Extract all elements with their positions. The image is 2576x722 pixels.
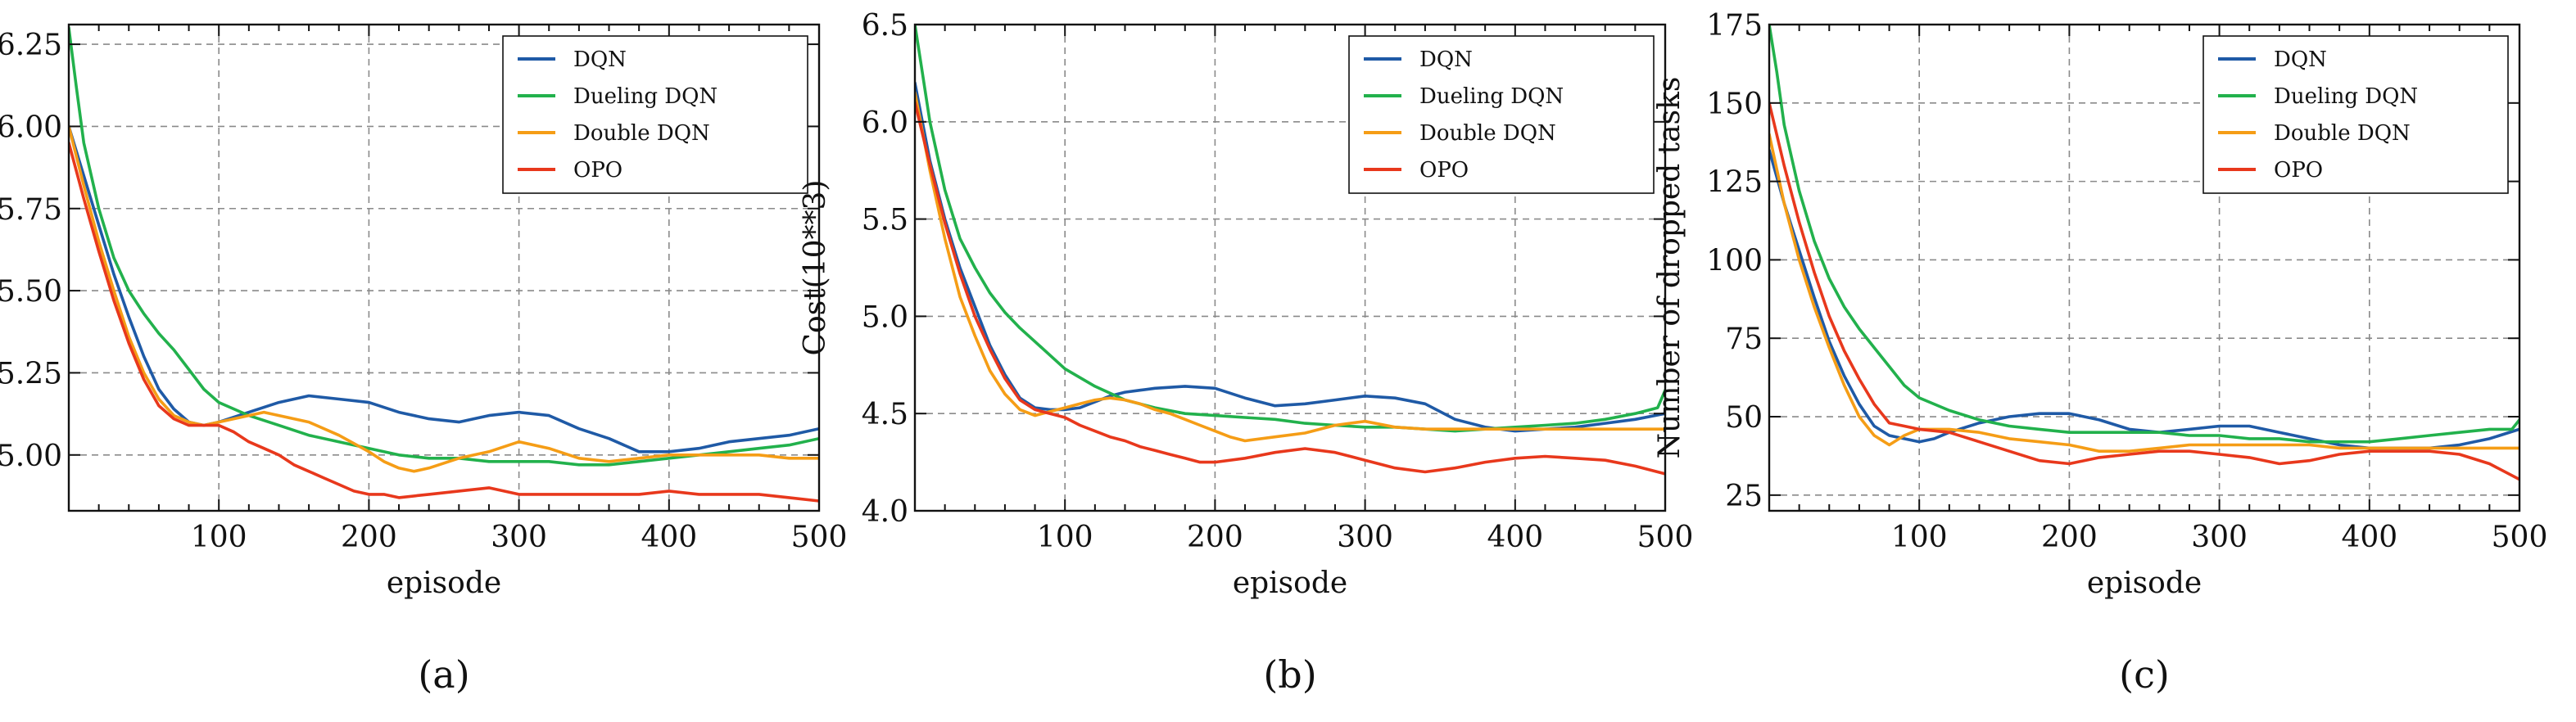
series-line-double-dqn (69, 124, 819, 473)
y-tick-label: 6.5 (862, 9, 908, 43)
y-axis-label: Number of dropped tasks (1653, 77, 1686, 459)
x-tick-label: 200 (2041, 521, 2098, 554)
series-line-double-dqn (915, 91, 1665, 443)
y-tick-label: 50 (1725, 401, 1763, 435)
x-axis-label: episode (2087, 566, 2202, 600)
legend: DQN Dueling DQN Double DQN OPO (502, 35, 808, 194)
y-tick-label: 4.5 (862, 398, 908, 431)
series-line-dqn (69, 124, 819, 454)
y-tick-label: 5.0 (862, 300, 908, 334)
legend: DQN Dueling DQN Double DQN OPO (2203, 35, 2509, 194)
legend-box (502, 35, 808, 194)
x-tick-label: 500 (1637, 521, 1694, 554)
legend-label: Double DQN (1419, 121, 1556, 146)
series-line-dqn (1769, 148, 2519, 450)
x-tick-label: 400 (1487, 521, 1543, 554)
y-tick-label: 150 (1706, 88, 1763, 121)
y-tick-label: 6.00 (0, 111, 62, 144)
panel-caption: (b) (1263, 652, 1316, 697)
series-line-opo (915, 101, 1665, 476)
legend-label: DQN (2274, 47, 2327, 72)
x-tick-label: 300 (491, 521, 547, 554)
y-tick-label: 175 (1706, 9, 1763, 43)
y-tick-label: 100 (1706, 244, 1763, 278)
y-tick-label: 5.00 (0, 440, 62, 473)
series-group (1769, 25, 2519, 481)
y-tick-label: 5.25 (0, 357, 62, 390)
legend-label: Double DQN (2274, 121, 2411, 146)
legend-label: Dueling DQN (573, 84, 718, 109)
plot-frame (1768, 23, 2521, 512)
plot-frame (67, 23, 821, 512)
x-tick-label: 500 (2492, 521, 2548, 554)
y-tick-label: 25 (1725, 480, 1763, 513)
series-line-double-dqn (1769, 133, 2519, 453)
x-tick-label: 100 (1037, 521, 1093, 554)
y-tick-label: 5.50 (0, 275, 62, 309)
series-line-opo (1769, 102, 2519, 481)
x-tick-label: 200 (341, 521, 397, 554)
legend-label: OPO (1419, 158, 1469, 183)
legend-label: Dueling DQN (2274, 84, 2418, 109)
legend-label: OPO (573, 158, 622, 183)
panel-caption: (c) (2119, 652, 2170, 697)
y-axis-label: Cost(10**3) (799, 180, 832, 356)
y-tick-label: 5.5 (862, 204, 908, 237)
series-group (69, 26, 819, 503)
series-line-opo (69, 141, 819, 503)
legend: DQN Dueling DQN Double DQN OPO (1348, 35, 1655, 194)
y-tick-label: 125 (1706, 166, 1763, 200)
x-tick-label: 300 (2191, 521, 2248, 554)
x-axis-label: episode (1233, 566, 1347, 600)
legend-label: DQN (1419, 47, 1473, 72)
legend-label: Double DQN (573, 121, 710, 146)
x-tick-label: 200 (1187, 521, 1243, 554)
plot-frame (913, 23, 1667, 512)
legend-label: Dueling DQN (1419, 84, 1564, 109)
y-tick-label: 6.25 (0, 29, 62, 62)
legend-label: DQN (573, 47, 627, 72)
series-group (915, 25, 1665, 476)
legend-box (1348, 35, 1655, 194)
y-tick-label: 6.0 (862, 106, 908, 140)
legend-box (2203, 35, 2509, 194)
legend-label: OPO (2274, 158, 2323, 183)
x-tick-label: 300 (1337, 521, 1393, 554)
x-tick-label: 500 (791, 521, 848, 554)
x-axis-label: episode (387, 566, 501, 600)
y-tick-label: 75 (1725, 323, 1763, 356)
series-line-dueling-dqn (915, 25, 1665, 433)
x-tick-label: 400 (641, 521, 697, 554)
panel-caption: (a) (418, 652, 469, 697)
chart-panel-2: 100 200 300 400 500 4.0 4.5 5.0 5.5 6.0 6.5 episode… (799, 9, 1693, 697)
chart-panel-1: 100 200 300 400 500 5.00 5.25 5.50 5.75 6.00 6.25 e… (0, 23, 848, 697)
x-tick-label: 100 (1891, 521, 1948, 554)
series-line-dueling-dqn (1769, 25, 2519, 444)
x-tick-label: 100 (191, 521, 247, 554)
y-tick-label: 4.0 (862, 495, 908, 529)
y-tick-label: 5.75 (0, 193, 62, 227)
chart-panel-3: 100 200 300 400 500 25 50 75 100 125 150 175 episode… (1653, 9, 2547, 697)
x-tick-label: 400 (2341, 521, 2397, 554)
